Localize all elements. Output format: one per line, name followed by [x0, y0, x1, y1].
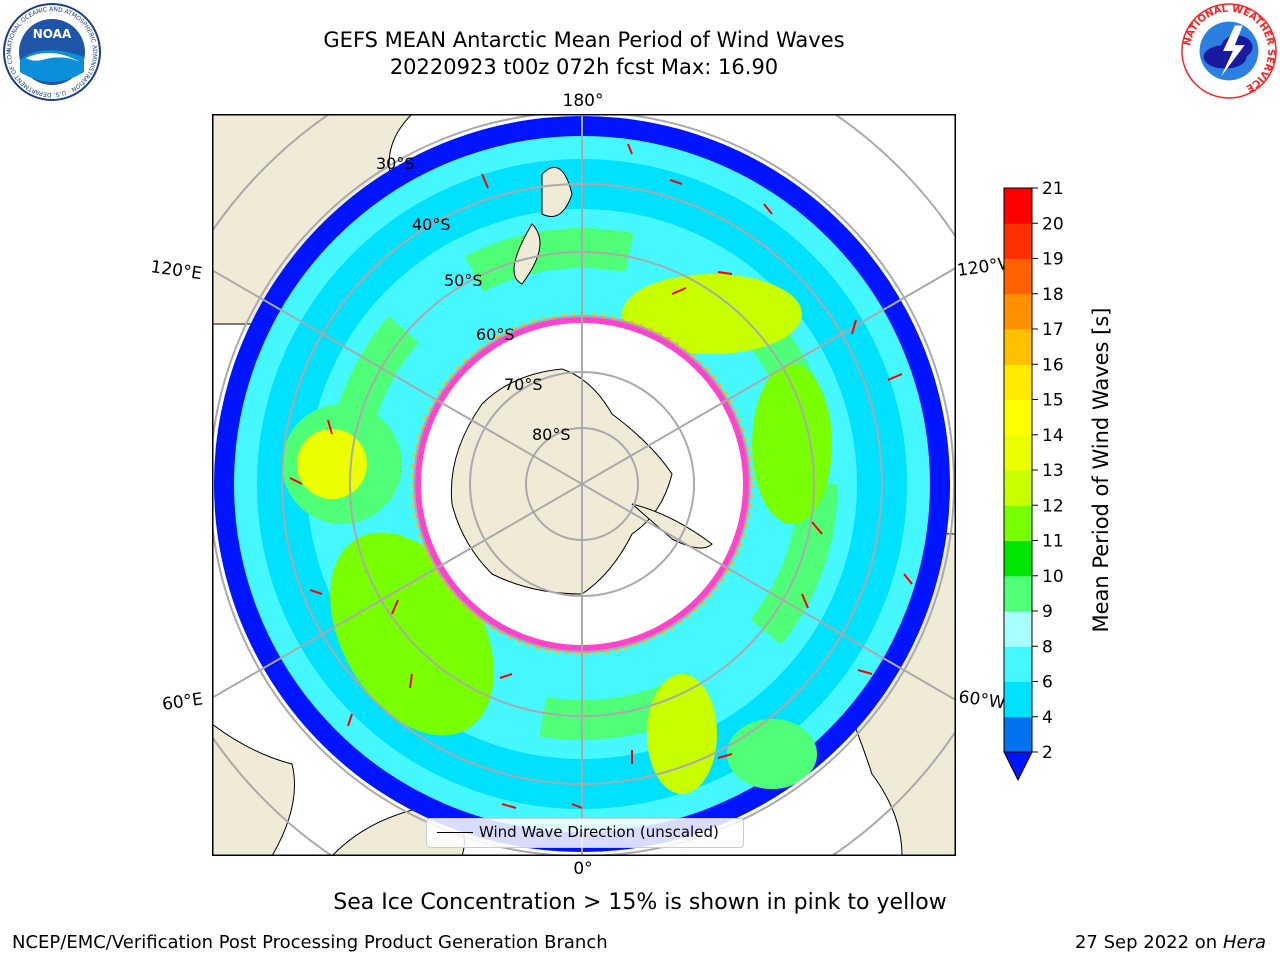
lon-label-180: 180°	[563, 91, 604, 111]
map-subtitle: 20220923 t00z 072h fcst Max: 16.90	[389, 55, 779, 79]
colorbar-label: Mean Period of Wind Waves [s]	[1089, 308, 1113, 633]
map-title: GEFS MEAN Antarctic Mean Period of Wind …	[323, 28, 845, 52]
host-name: Hera	[1222, 932, 1266, 953]
colorbar-tick-label: 8	[1042, 637, 1053, 657]
colorbar-segment	[1004, 470, 1032, 506]
colorbar-tick-label: 2	[1042, 743, 1053, 763]
colorbar-tick-label: 4	[1042, 708, 1053, 728]
lat-label-30: 30°S	[376, 154, 415, 173]
colorbar-segment	[1004, 611, 1032, 647]
colorbar-tick-label: 10	[1042, 567, 1064, 587]
credit-text: NCEP/EMC/Verification Post Processing Pr…	[12, 932, 608, 953]
lon-label-0: 0°	[573, 859, 592, 879]
colorbar-segment	[1004, 364, 1032, 400]
colorbar-tick-label: 18	[1042, 285, 1064, 305]
colorbar-segments	[1004, 188, 1032, 753]
sea-ice-note: Sea Ice Concentration > 15% is shown in …	[333, 890, 947, 915]
colorbar-extend-arrow	[1003, 751, 1033, 782]
run-date: 27 Sep 2022 on Hera	[1075, 932, 1266, 953]
colorbar-ticks: 2 4 6 8 9 10 11 12 13 14 15 16 17 18 19 20 21	[1032, 180, 1064, 763]
colorbar-segment	[1004, 716, 1032, 753]
colorbar-tick-label: 17	[1042, 320, 1064, 340]
colorbar-segment	[1004, 258, 1032, 295]
colorbar-segment	[1004, 188, 1032, 224]
colorbar-segment	[1004, 223, 1032, 259]
lat-label-60: 60°S	[476, 325, 515, 344]
noaa-logo: NATIONAL OCEANIC AND ATMOSPHERIC ADMINIS…	[2, 2, 101, 101]
svg-text:NOAA: NOAA	[33, 27, 72, 41]
colorbar-segment	[1004, 293, 1032, 330]
colorbar-tick-label: 9	[1042, 602, 1053, 622]
lat-label-50: 50°S	[444, 271, 483, 290]
colorbar-segment	[1004, 646, 1032, 682]
colorbar-tick-label: 19	[1042, 250, 1064, 270]
colorbar-tick-label: 12	[1042, 496, 1064, 516]
colorbar-segment	[1004, 540, 1032, 577]
colorbar-tick-label: 6	[1042, 673, 1053, 693]
lat-label-40: 40°S	[412, 215, 451, 234]
legend-label: Wind Wave Direction (unscaled)	[479, 823, 719, 841]
colorbar-tick-label: 21	[1042, 180, 1064, 199]
colorbar-segment	[1004, 399, 1032, 436]
colorbar-tick-label: 11	[1042, 532, 1064, 552]
colorbar-tick-label: 13	[1042, 461, 1064, 481]
lat-label-70: 70°S	[504, 375, 543, 394]
colorbar-segment	[1004, 505, 1032, 541]
wave-direction-arrows	[289, 143, 913, 835]
colorbar: 2 4 6 8 9 10 11 12 13 14 15 16 17 18 19 20 21 Mean Perio…	[1003, 180, 1113, 782]
colorbar-segment	[1004, 434, 1032, 471]
lat-label-80: 80°S	[532, 425, 571, 444]
nws-logo: NATIONAL WEATHER SERVICE	[1181, 3, 1277, 99]
colorbar-segment	[1004, 329, 1032, 365]
map-legend: Wind Wave Direction (unscaled)	[426, 818, 744, 848]
colorbar-tick-label: 14	[1042, 426, 1064, 446]
lon-label-120e: 120°E	[149, 257, 203, 284]
colorbar-segment	[1004, 681, 1032, 718]
colorbar-tick-label: 16	[1042, 355, 1064, 375]
run-date-text: 27 Sep 2022 on	[1074, 932, 1218, 953]
legend-line	[437, 832, 473, 833]
colorbar-segment	[1004, 575, 1032, 612]
colorbar-tick-label: 20	[1042, 214, 1064, 234]
lon-label-60e: 60°E	[161, 689, 204, 714]
colorbar-tick-label: 15	[1042, 391, 1064, 411]
polar-map: 30°S 40°S 50°S 60°S 70°S 80°S	[212, 114, 956, 856]
